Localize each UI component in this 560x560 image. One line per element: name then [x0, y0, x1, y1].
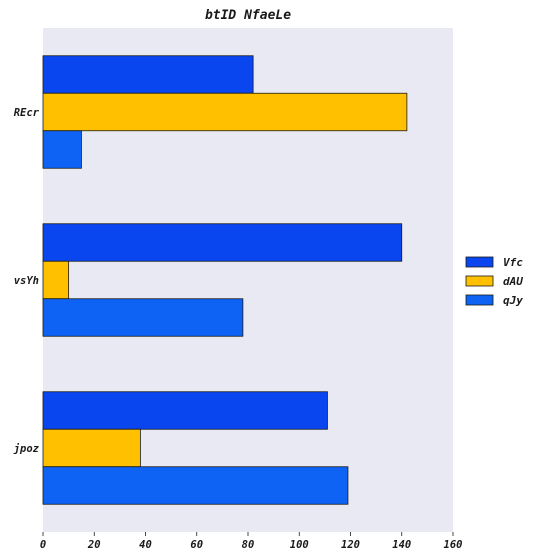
x-tick-label: 100 [290, 539, 309, 551]
y-tick-label: REcr [14, 107, 40, 119]
bar-dAU-vsYh [42, 260, 70, 300]
bar-Vfc-jpoz [42, 391, 328, 430]
x-tick-labels: 0 20 40 60 80 100 120 140 160 [40, 532, 463, 551]
legend-label-Vfc: Vfc [503, 256, 523, 269]
x-tick-label: 20 [87, 539, 101, 551]
chart-title: btID NfaeLe [205, 8, 291, 23]
y-tick-label: vsYh [14, 275, 39, 287]
bars-group [42, 55, 408, 505]
bar-qJy-vsYh [42, 298, 244, 337]
x-tick-label: 140 [392, 539, 411, 551]
bar-dAU-REcr [42, 92, 408, 132]
y-tick-labels: REcr vsYh jpoz [13, 107, 40, 455]
bar-qJy-jpoz [42, 466, 349, 505]
legend-swatch-qJy [465, 294, 494, 306]
x-tick-label: 160 [444, 539, 463, 551]
bar-Vfc-vsYh [42, 223, 403, 262]
bar-qJy-REcr [42, 130, 82, 169]
legend-label-qJy: qJy [503, 294, 523, 307]
y-tick-label: jpoz [13, 443, 40, 455]
legend-label-dAU: dAU [503, 275, 523, 288]
x-tick-label: 40 [139, 539, 152, 551]
bar-dAU-jpoz [42, 428, 141, 468]
bar-Vfc-REcr [42, 55, 254, 94]
x-tick-label: 120 [341, 539, 360, 551]
x-tick-label: 0 [40, 539, 46, 551]
legend-swatch-Vfc [465, 256, 494, 268]
x-tick-label: 60 [190, 539, 203, 551]
x-tick-label: 80 [242, 539, 255, 551]
legend-swatch-dAU [465, 275, 494, 287]
legend: Vfc dAU qJy [465, 256, 523, 307]
